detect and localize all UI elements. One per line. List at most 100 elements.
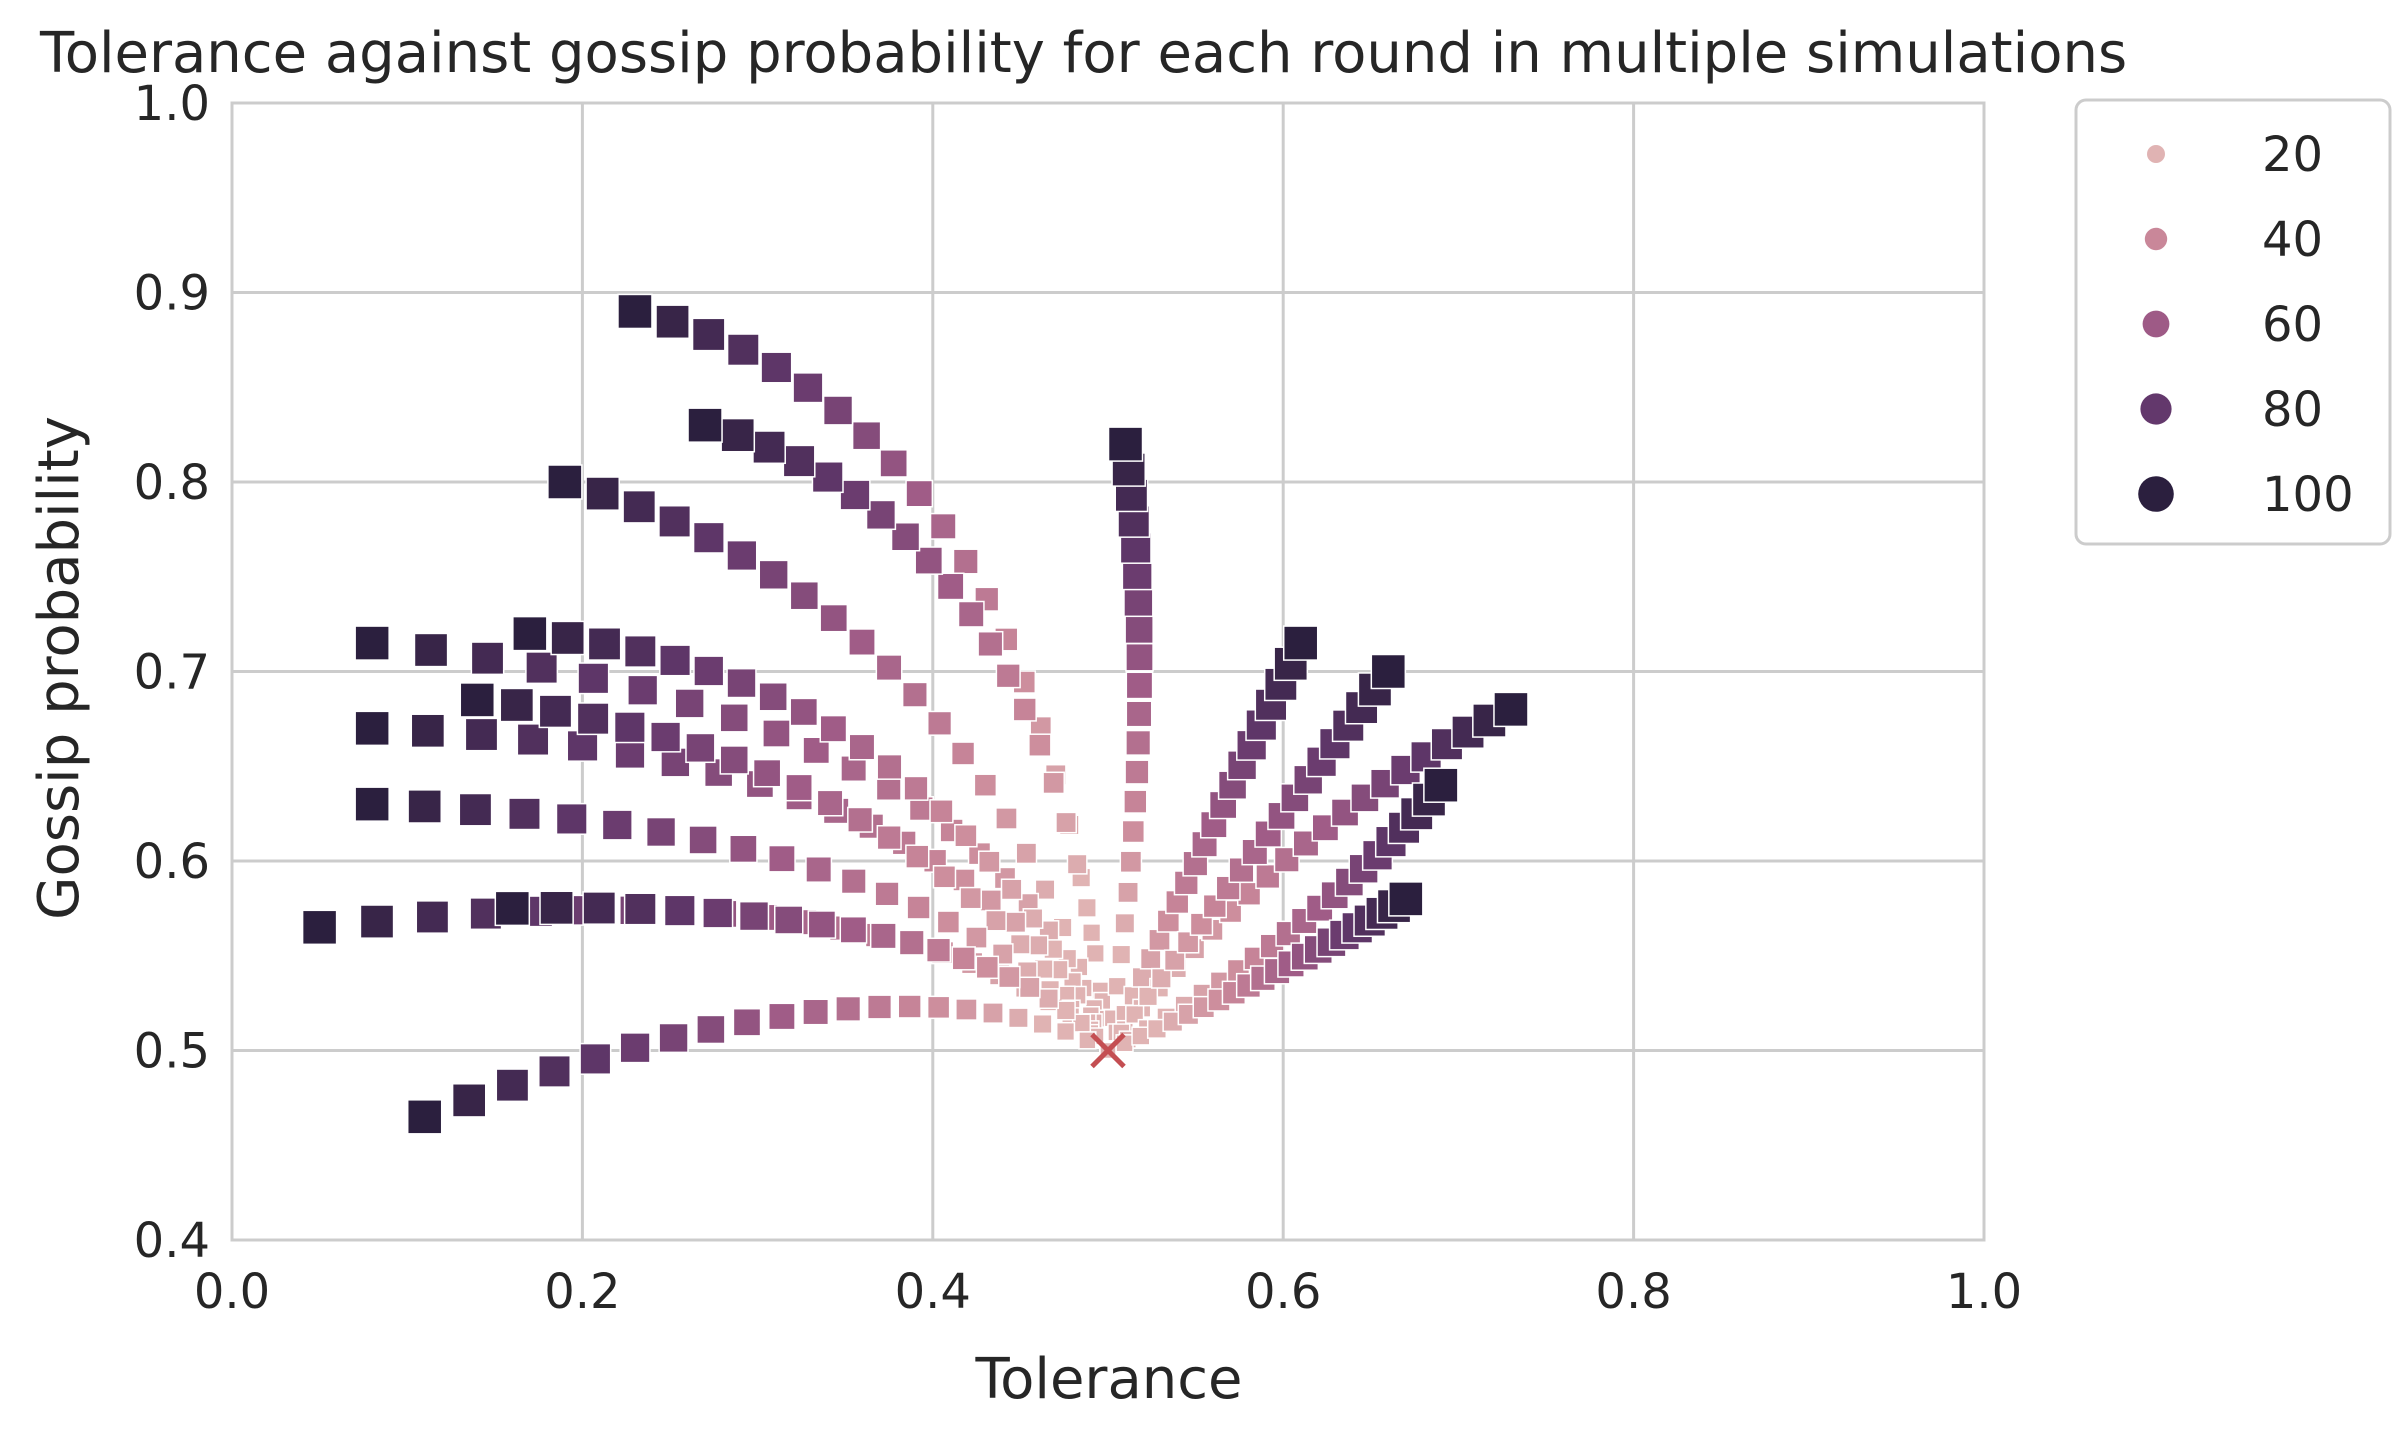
point-marker [1114,912,1136,934]
point-marker [726,667,757,699]
start-marker-x [1090,1032,1126,1069]
point-marker [752,758,782,788]
y-tick-label: 1.0 [134,76,210,132]
point-marker [758,682,788,712]
point-marker [840,868,867,895]
point-marker [965,926,988,949]
point-marker [1123,586,1154,618]
legend-marker [2142,310,2170,338]
y-tick-label: 0.5 [134,1024,210,1080]
point-marker [1124,759,1150,785]
point-marker [1018,976,1041,999]
point-marker [566,729,599,762]
point-marker [1125,671,1154,700]
point-marker [1311,813,1340,842]
point-marker [959,886,983,910]
legend-marker [2140,393,2172,425]
point-marker [1032,1013,1053,1035]
point-marker [869,922,897,950]
point-marker [687,407,723,443]
point-marker [539,890,574,926]
y-tick-label: 0.6 [134,834,210,890]
point-marker [1138,986,1159,1007]
point-marker [768,1002,796,1031]
point-marker [905,479,934,508]
point-marker [1066,853,1088,875]
point-marker [623,892,657,926]
point-marker [1388,881,1424,917]
point-marker [773,905,804,935]
x-tick-label: 0.6 [1245,1264,1321,1320]
point-marker [977,850,1001,874]
legend-frame [2074,98,2392,546]
point-marker [807,910,837,939]
point-marker [354,786,390,822]
point-marker [627,674,659,706]
point-marker [802,736,831,765]
point-marker [954,823,978,848]
start-marker-layer [1090,1032,1126,1069]
legend-marker [2147,145,2165,163]
point-marker [660,747,691,778]
point-marker [413,632,449,668]
point-marker [1076,897,1097,918]
chart-title: Tolerance against gossip probability for… [39,21,2127,86]
point-marker [782,444,816,478]
point-marker [905,844,930,869]
point-marker [688,825,718,855]
point-marker [876,824,902,851]
point-marker [1493,691,1529,728]
x-tick-label: 0.4 [895,1264,971,1320]
legend-marker [2144,227,2168,251]
point-marker [1189,912,1214,936]
plot-frame [230,101,1986,1242]
point-marker [929,512,957,540]
point-marker [1121,819,1146,844]
point-marker [1282,625,1319,661]
point-marker [601,809,633,841]
legend-label: 100 [2262,467,2354,523]
point-marker [906,895,931,920]
point-marker [995,663,1021,689]
x-tick-label: 0.2 [544,1264,620,1320]
point-marker [1125,642,1154,672]
point-marker [805,856,833,883]
point-marker [407,789,443,824]
y-tick-label: 0.4 [134,1213,210,1269]
point-marker [649,721,682,753]
point-marker [1121,559,1153,591]
point-marker [354,625,390,661]
point-marker [459,682,496,718]
point-marker [952,548,979,575]
point-marker [582,891,617,925]
point-marker [1085,943,1105,963]
point-marker [839,479,871,511]
point-marker [819,603,849,633]
point-marker [663,894,696,927]
point-marker [816,789,844,817]
point-marker [1150,967,1172,989]
point-marker [1163,949,1186,972]
point-marker [1292,830,1320,857]
point-marker [674,688,705,719]
point-marker [1055,1021,1076,1042]
point-marker [587,627,622,661]
point-marker [415,900,450,934]
x-tick-label: 1.0 [1946,1264,2022,1320]
tick-labels: 0.0 0.2 0.4 0.6 0.8 1.0 0.4 0.5 0.6 0.7 0.8 0.9 1.0 [134,76,2023,1320]
point-marker [932,865,957,889]
point-marker [693,655,725,687]
point-marker [719,745,749,775]
point-marker [738,900,770,932]
point-marker [538,1054,571,1088]
legend-label: 80 [2262,382,2323,438]
point-marker [865,499,897,531]
point-marker [950,741,976,766]
point-marker [1117,881,1139,904]
point-marker [1107,426,1144,462]
point-marker [577,662,610,695]
point-marker [982,1002,1004,1024]
point-marker [847,806,874,833]
point-marker [1139,947,1162,970]
